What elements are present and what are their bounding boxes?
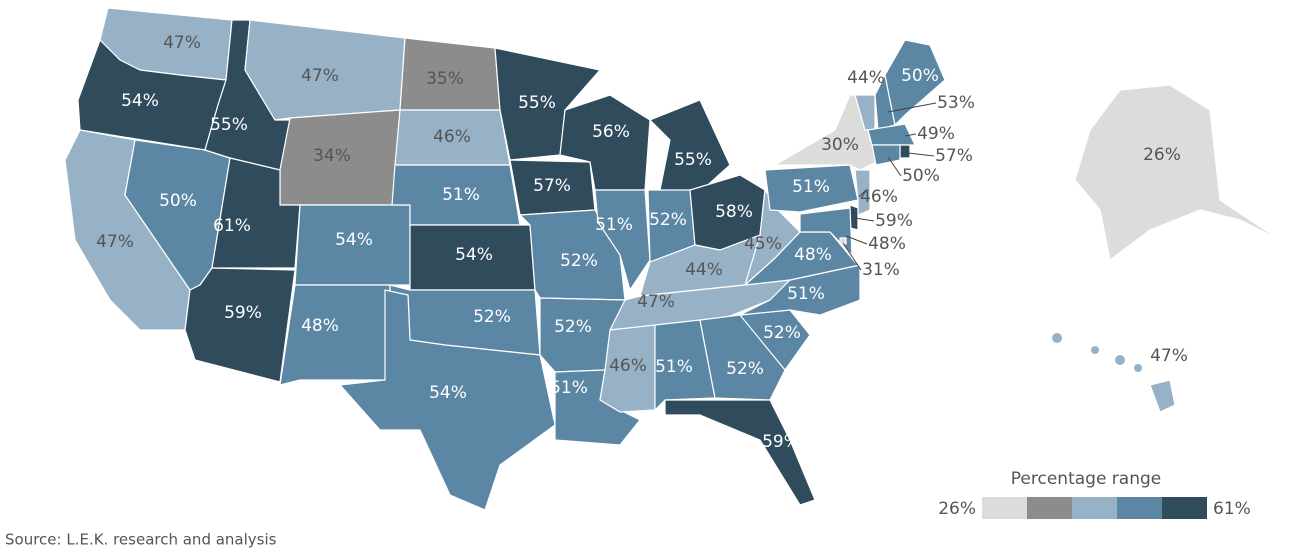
state xyxy=(339,289,556,511)
state-label: 52% xyxy=(554,317,592,337)
leader-line xyxy=(887,156,902,177)
legend-swatch xyxy=(1162,497,1207,519)
state-label: 44% xyxy=(685,260,723,280)
state-label: 55% xyxy=(210,115,248,135)
state xyxy=(184,267,296,383)
state-label: 47% xyxy=(96,232,134,252)
state-label: 46% xyxy=(433,127,471,147)
state-label: 45% xyxy=(744,234,782,254)
state-label: 47% xyxy=(1150,346,1188,366)
state xyxy=(279,284,391,386)
island xyxy=(1091,346,1099,354)
state-label: 48% xyxy=(301,316,339,336)
states xyxy=(64,7,1281,511)
state xyxy=(774,94,881,171)
state xyxy=(699,314,791,401)
leader-line xyxy=(854,217,875,222)
state-label: 54% xyxy=(429,383,467,403)
state xyxy=(764,164,859,213)
state xyxy=(664,399,816,506)
state-label: 31% xyxy=(862,260,900,280)
legend-max: 61% xyxy=(1213,499,1251,519)
state-label: 58% xyxy=(715,202,753,222)
state xyxy=(1074,84,1281,261)
state-label: 59% xyxy=(224,303,262,323)
state-label: 56% xyxy=(592,122,630,142)
state-label: 47% xyxy=(163,33,201,53)
island xyxy=(1115,355,1125,365)
state-label: 51% xyxy=(792,177,830,197)
state-label: 46% xyxy=(609,356,647,376)
leader-line xyxy=(887,102,937,113)
state-label: 54% xyxy=(455,245,493,265)
state-label: 52% xyxy=(649,210,687,230)
state-label: 57% xyxy=(935,146,973,166)
state xyxy=(899,144,911,159)
state-label: 46% xyxy=(860,187,898,207)
state-label: 53% xyxy=(937,93,975,113)
state-label: 51% xyxy=(595,215,633,235)
leader-line xyxy=(907,152,935,157)
leader-line xyxy=(904,133,917,137)
state-label: 55% xyxy=(518,93,556,113)
state-label: 47% xyxy=(637,292,675,312)
state-label: 51% xyxy=(787,284,825,304)
state-label: 50% xyxy=(902,166,940,186)
state-label: 55% xyxy=(674,150,712,170)
state xyxy=(654,319,716,411)
state-label: 51% xyxy=(442,185,480,205)
state-label: 54% xyxy=(335,230,373,250)
state-label: 52% xyxy=(473,307,511,327)
state-label: 57% xyxy=(533,176,571,196)
state-label: 48% xyxy=(868,234,906,254)
state xyxy=(649,99,731,193)
leader-line xyxy=(842,242,862,271)
state-label: 49% xyxy=(917,124,955,144)
island xyxy=(1052,333,1062,343)
state xyxy=(594,189,651,291)
state-label: 51% xyxy=(550,378,588,398)
state-label: 30% xyxy=(821,135,859,155)
leader-line xyxy=(845,235,868,245)
state-label: 51% xyxy=(655,357,693,377)
state-label: 59% xyxy=(875,211,913,231)
state-label: 52% xyxy=(726,359,764,379)
state-label: 54% xyxy=(121,91,159,111)
state xyxy=(854,169,871,216)
state xyxy=(884,39,946,126)
state-label: 34% xyxy=(313,146,351,166)
state-label: 52% xyxy=(560,251,598,271)
state-label: 48% xyxy=(794,245,832,265)
island xyxy=(1134,364,1142,372)
state-label: 50% xyxy=(159,191,197,211)
state-label: 35% xyxy=(426,69,464,89)
state-label: 52% xyxy=(763,323,801,343)
state xyxy=(867,123,916,146)
state-label: 59% xyxy=(762,432,800,452)
legend-swatch xyxy=(1117,497,1162,519)
leader-line xyxy=(858,189,867,198)
labels: 47%54%47%50%55%47%34%61%59%54%48%35%46%5… xyxy=(96,33,1188,452)
state-label: 47% xyxy=(301,66,339,86)
state-label: 26% xyxy=(1143,145,1181,165)
legend-min: 26% xyxy=(938,499,976,519)
state-label: 44% xyxy=(847,68,885,88)
state xyxy=(1149,379,1176,413)
legend-title: Percentage range xyxy=(1011,469,1161,489)
state xyxy=(871,144,901,166)
legend-swatch xyxy=(1072,497,1117,519)
source: Source: L.E.K. research and analysis xyxy=(5,531,277,549)
legend-swatch xyxy=(982,497,1027,519)
state xyxy=(839,237,847,245)
state-label: 61% xyxy=(213,216,251,236)
state-label: 50% xyxy=(901,66,939,86)
legend-swatch xyxy=(1027,497,1072,519)
